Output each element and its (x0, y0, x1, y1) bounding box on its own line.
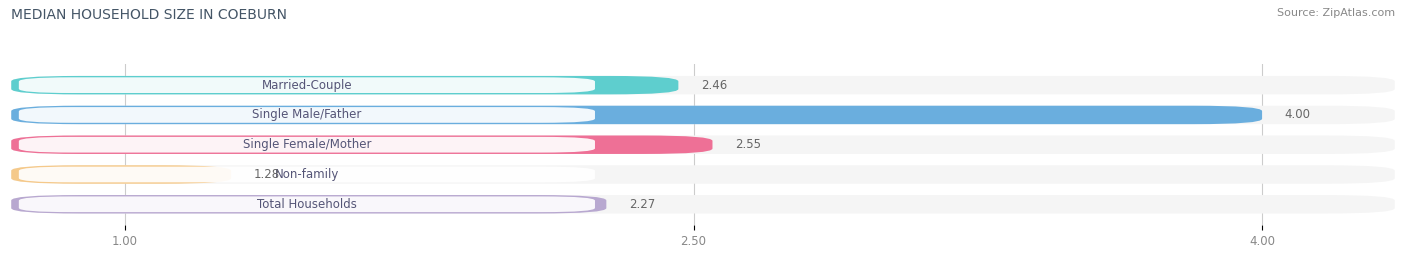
Text: 1.28: 1.28 (254, 168, 280, 181)
FancyBboxPatch shape (18, 167, 595, 182)
FancyBboxPatch shape (18, 77, 595, 93)
Text: 2.46: 2.46 (702, 79, 727, 92)
FancyBboxPatch shape (18, 196, 595, 212)
FancyBboxPatch shape (11, 106, 1395, 124)
Text: 4.00: 4.00 (1285, 109, 1310, 121)
FancyBboxPatch shape (18, 137, 595, 152)
FancyBboxPatch shape (11, 195, 606, 214)
FancyBboxPatch shape (11, 195, 1395, 214)
FancyBboxPatch shape (11, 136, 1395, 154)
Text: Non-family: Non-family (274, 168, 339, 181)
FancyBboxPatch shape (18, 107, 595, 123)
FancyBboxPatch shape (11, 165, 231, 184)
FancyBboxPatch shape (11, 76, 678, 94)
Text: 2.55: 2.55 (735, 138, 761, 151)
Text: 2.27: 2.27 (628, 198, 655, 211)
FancyBboxPatch shape (11, 165, 1395, 184)
FancyBboxPatch shape (11, 106, 1263, 124)
Text: Single Male/Father: Single Male/Father (252, 109, 361, 121)
Text: Single Female/Mother: Single Female/Mother (243, 138, 371, 151)
Text: Married-Couple: Married-Couple (262, 79, 353, 92)
FancyBboxPatch shape (11, 76, 1395, 94)
Text: Source: ZipAtlas.com: Source: ZipAtlas.com (1277, 8, 1395, 18)
Text: MEDIAN HOUSEHOLD SIZE IN COEBURN: MEDIAN HOUSEHOLD SIZE IN COEBURN (11, 8, 287, 22)
FancyBboxPatch shape (11, 136, 713, 154)
Text: Total Households: Total Households (257, 198, 357, 211)
